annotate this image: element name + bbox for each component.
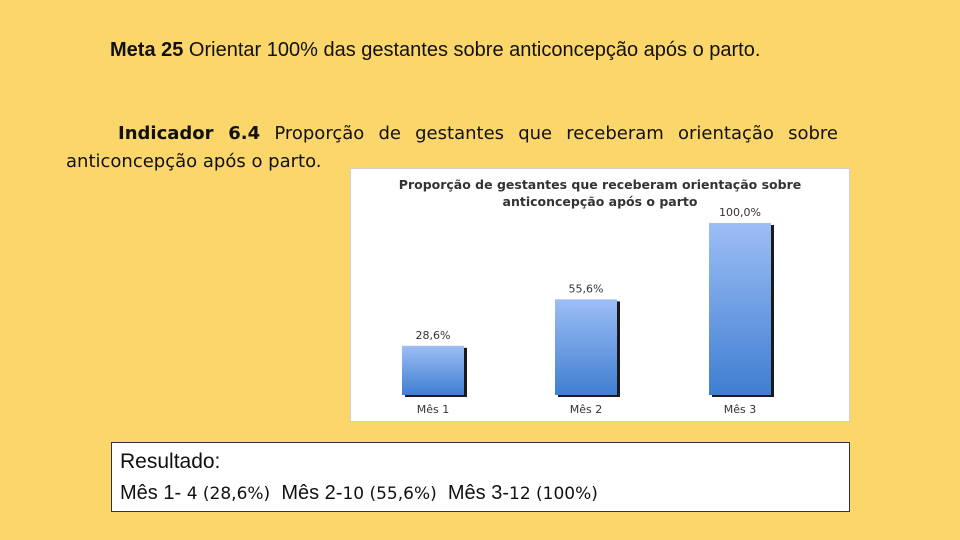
indicator-label: Indicador 6.4 [118, 123, 261, 144]
result-title: Resultado: [120, 450, 221, 473]
meta-paragraph: Meta 25 Orientar 100% das gestantes sobr… [66, 36, 836, 64]
result-label-1: Mês 1- [120, 482, 187, 504]
category-label-2: Mês 2 [570, 403, 602, 416]
result-box: Resultado: Mês 1- 4 (28,6%) Mês 2-10 (55… [111, 442, 850, 512]
data-label-3: 100,0% [719, 206, 761, 219]
data-label-2: 55,6% [569, 282, 604, 295]
bar-1 [402, 345, 464, 395]
result-value-2: 10 (55,6%) [342, 484, 437, 504]
data-label-1: 28,6% [416, 329, 451, 342]
indicator-paragraph: Indicador 6.4 Proporção de gestantes que… [66, 120, 838, 176]
chart-svg: Proporção de gestantes que receberam ori… [399, 177, 801, 416]
chart-title-line: anticoncepção após o parto [503, 194, 698, 209]
bar-2 [555, 299, 617, 395]
result-value-1: 4 (28,6%) [186, 484, 271, 504]
meta-text: Orientar 100% das gestantes sobre antico… [183, 39, 761, 61]
bar-3 [709, 223, 771, 395]
bar-chart: Proporção de gestantes que receberam ori… [350, 168, 850, 422]
indicator-text: Proporção de gestantes que receberam ori… [66, 123, 838, 172]
result-line: Mês 1- 4 (28,6%) Mês 2-10 (55,6%) Mês 3-… [120, 477, 849, 510]
category-label-1: Mês 1 [417, 403, 449, 416]
result-value-3: 12 (100%) [509, 484, 598, 504]
result-label-3: Mês 3- [447, 482, 509, 504]
result-label-2: Mês 2- [281, 482, 343, 504]
meta-label: Meta 25 [110, 39, 184, 61]
chart-title-line: Proporção de gestantes que receberam ori… [399, 177, 801, 192]
category-label-3: Mês 3 [724, 403, 756, 416]
